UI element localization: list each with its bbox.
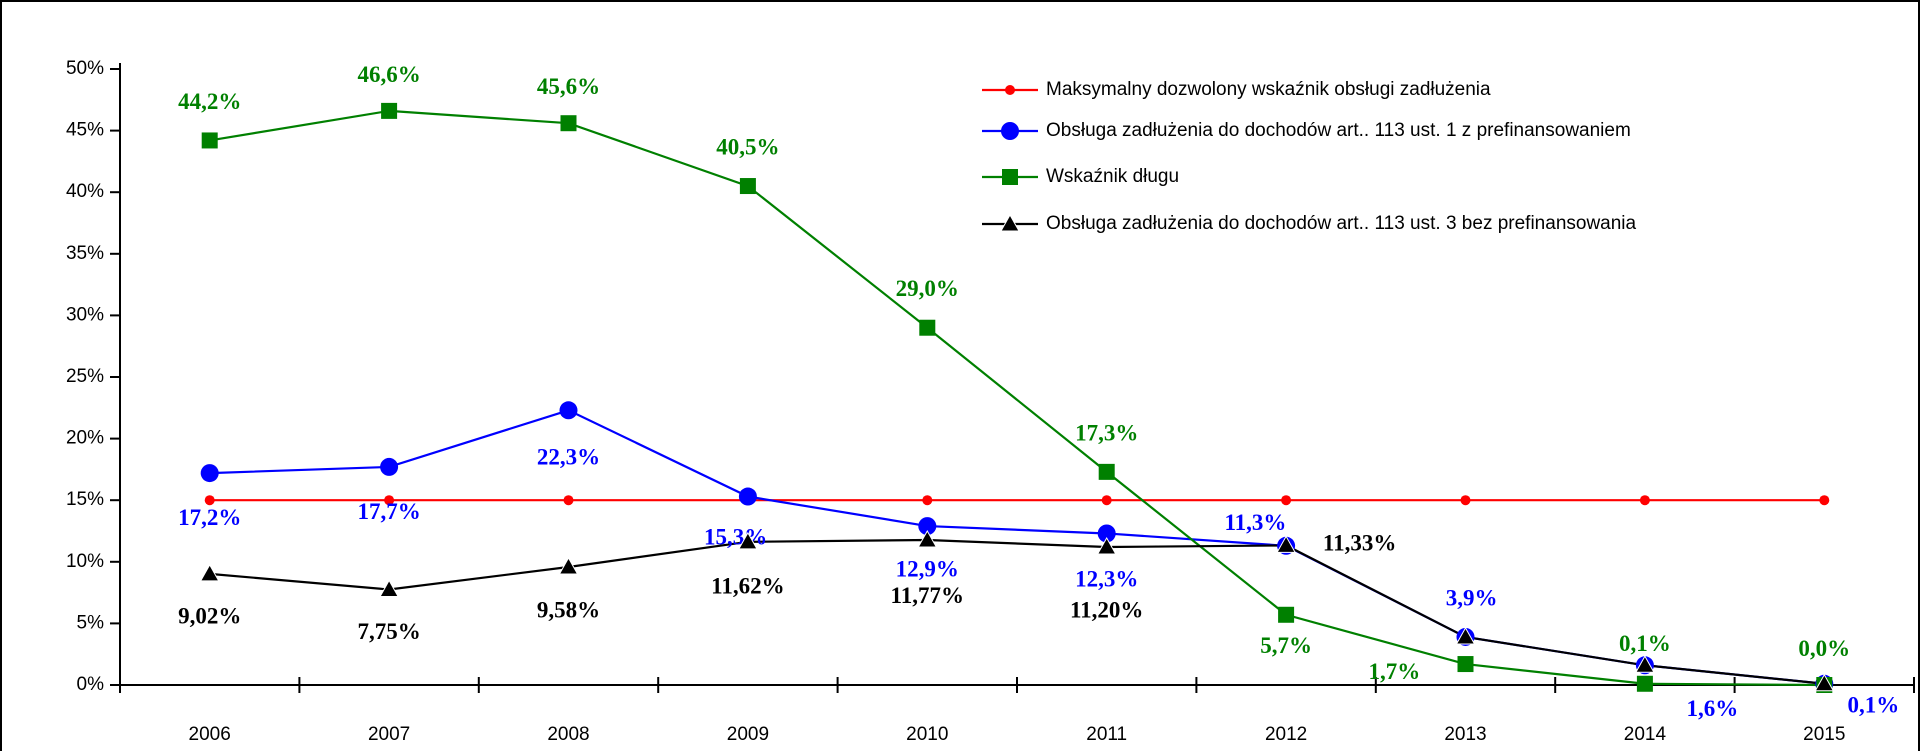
data-label: 1,6% xyxy=(1686,696,1738,721)
point xyxy=(738,487,757,506)
x-tick-label: 2007 xyxy=(368,724,410,745)
data-label: 46,6% xyxy=(357,62,420,87)
x-tick-label: 2011 xyxy=(1086,724,1127,745)
point xyxy=(1276,535,1296,553)
data-label: 29,0% xyxy=(896,276,959,301)
point xyxy=(1819,495,1830,506)
x-tick-label: 2013 xyxy=(1444,724,1486,745)
y-tick-label: 30% xyxy=(66,304,104,325)
y-tick-label: 10% xyxy=(66,551,104,572)
y-tick-label: 40% xyxy=(66,181,104,202)
legend-label: Obsługa zadłużenia do dochodów art.. 113… xyxy=(1046,120,1631,141)
point xyxy=(1098,463,1115,480)
point xyxy=(379,579,399,598)
point xyxy=(1457,656,1474,673)
point xyxy=(1000,213,1020,232)
point xyxy=(1001,122,1019,140)
data-label: 0,0% xyxy=(1798,636,1850,661)
point xyxy=(1097,524,1116,543)
data-label: 22,3% xyxy=(537,445,600,470)
data-label: 45,6% xyxy=(537,74,600,99)
data-label: 12,9% xyxy=(896,557,959,582)
data-label: 17,7% xyxy=(357,499,420,524)
point xyxy=(739,178,756,195)
series-line xyxy=(209,538,1825,685)
point xyxy=(1005,85,1015,95)
point xyxy=(1002,169,1018,185)
point xyxy=(1639,495,1650,506)
data-label: 11,62% xyxy=(711,574,784,599)
point xyxy=(1281,495,1292,506)
point xyxy=(1101,495,1112,506)
data-label: 40,5% xyxy=(716,135,779,160)
point xyxy=(560,115,577,132)
point xyxy=(919,319,936,336)
point xyxy=(558,556,579,575)
y-tick-label: 25% xyxy=(66,366,104,387)
point xyxy=(1455,626,1476,645)
series-line xyxy=(209,109,1825,687)
point xyxy=(381,102,398,119)
data-label: 5,7% xyxy=(1260,633,1312,658)
point xyxy=(918,517,937,536)
data-label: 11,3% xyxy=(1224,510,1286,535)
data-label: 17,2% xyxy=(178,505,241,530)
point xyxy=(204,495,215,506)
point xyxy=(1814,673,1835,692)
data-label: 9,58% xyxy=(537,598,600,623)
data-label: 12,3% xyxy=(1075,567,1138,592)
data-label: 11,33% xyxy=(1323,531,1396,556)
point xyxy=(559,401,578,420)
legend-label: Obsługa zadłużenia do dochodów art.. 113… xyxy=(1046,213,1637,234)
point xyxy=(1636,675,1653,692)
x-tick-label: 2010 xyxy=(906,724,948,745)
data-label: 7,75% xyxy=(357,619,420,644)
x-tick-label: 2008 xyxy=(547,724,589,745)
data-label: 0,1% xyxy=(1619,631,1671,656)
legend-label: Wskaźnik długu xyxy=(1046,166,1179,187)
x-tick-label: 2015 xyxy=(1803,724,1845,745)
point xyxy=(200,464,219,483)
data-label: 17,3% xyxy=(1075,420,1138,445)
x-tick-label: 2012 xyxy=(1265,724,1307,745)
point xyxy=(201,132,218,149)
point xyxy=(199,563,220,582)
point xyxy=(1096,536,1117,555)
y-tick-label: 5% xyxy=(77,612,105,633)
y-tick-label: 15% xyxy=(66,489,104,510)
point xyxy=(922,495,933,506)
data-label: 0,1% xyxy=(1847,692,1899,717)
y-tick-label: 35% xyxy=(66,243,104,264)
point xyxy=(384,495,395,506)
y-tick-label: 0% xyxy=(77,674,105,695)
data-label: 44,2% xyxy=(178,89,241,114)
data-label: 15,3% xyxy=(704,525,767,550)
point xyxy=(1635,655,1655,673)
data-label: 9,02% xyxy=(178,603,241,628)
point xyxy=(738,531,758,550)
x-tick-label: 2009 xyxy=(727,724,769,745)
point xyxy=(917,529,938,548)
y-tick-label: 20% xyxy=(66,428,104,449)
point xyxy=(380,457,399,476)
data-label: 11,77% xyxy=(891,583,964,608)
x-tick-label: 2014 xyxy=(1624,724,1667,745)
data-label: 11,20% xyxy=(1070,597,1143,622)
data-label: 3,9% xyxy=(1446,585,1498,610)
y-tick-label: 45% xyxy=(66,120,104,141)
legend-label: Maksymalny dozwolony wskaźnik obsługi za… xyxy=(1046,79,1491,100)
point xyxy=(563,495,574,506)
point xyxy=(1278,606,1295,623)
y-tick-label: 50% xyxy=(66,58,104,79)
data-label: 1,7% xyxy=(1369,659,1421,684)
point xyxy=(1460,495,1471,506)
x-tick-label: 2006 xyxy=(189,724,231,745)
